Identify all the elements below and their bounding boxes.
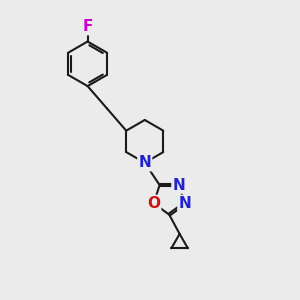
Text: O: O [147, 196, 160, 211]
Text: N: N [172, 178, 185, 193]
Text: N: N [178, 196, 191, 211]
Text: N: N [138, 155, 151, 170]
Text: F: F [82, 19, 93, 34]
